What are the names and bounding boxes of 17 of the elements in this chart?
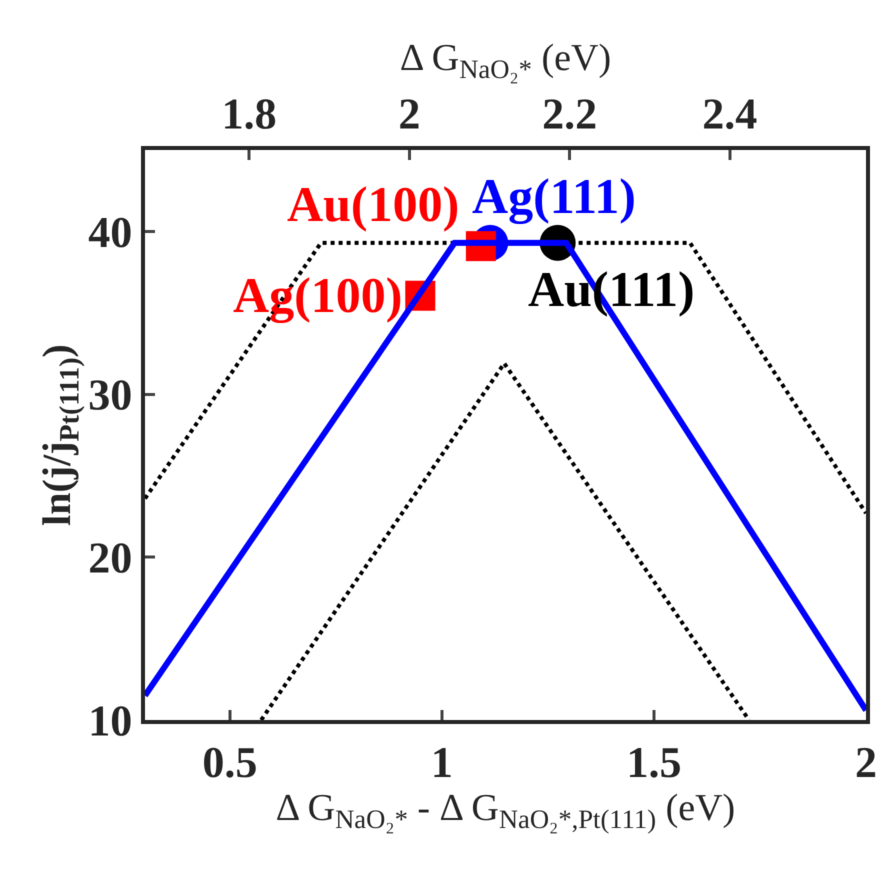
y-tick-label: 10 [88,696,132,746]
x-tick-label: 1 [430,738,453,787]
y-tick-label: 20 [88,534,132,583]
x2-tick-label: 2.2 [542,89,598,138]
y-tick-label: 40 [88,208,132,257]
series-label: Ag(111) [472,168,636,225]
x-axis-title: Δ G$_{NaO₂*}$ - Δ G$_{NaO₂*,Pt(111)}$ (eV) [276,786,736,834]
x2-tick-label: 1.8 [222,89,277,138]
x-tick-label: 2 [855,738,877,787]
x2-tick-label: 2.4 [702,89,758,138]
x-tick-label: 1.5 [626,738,682,787]
y-tick-label: 30 [88,370,132,420]
x2-axis-title: Δ G$_{NaO₂*}$ (eV) [400,37,612,84]
series-label: Au(100) [287,176,460,232]
x-tick-label: 0.5 [202,738,258,787]
series-label: Ag(100) [233,267,402,324]
x2-tick-label: 2 [398,89,420,138]
